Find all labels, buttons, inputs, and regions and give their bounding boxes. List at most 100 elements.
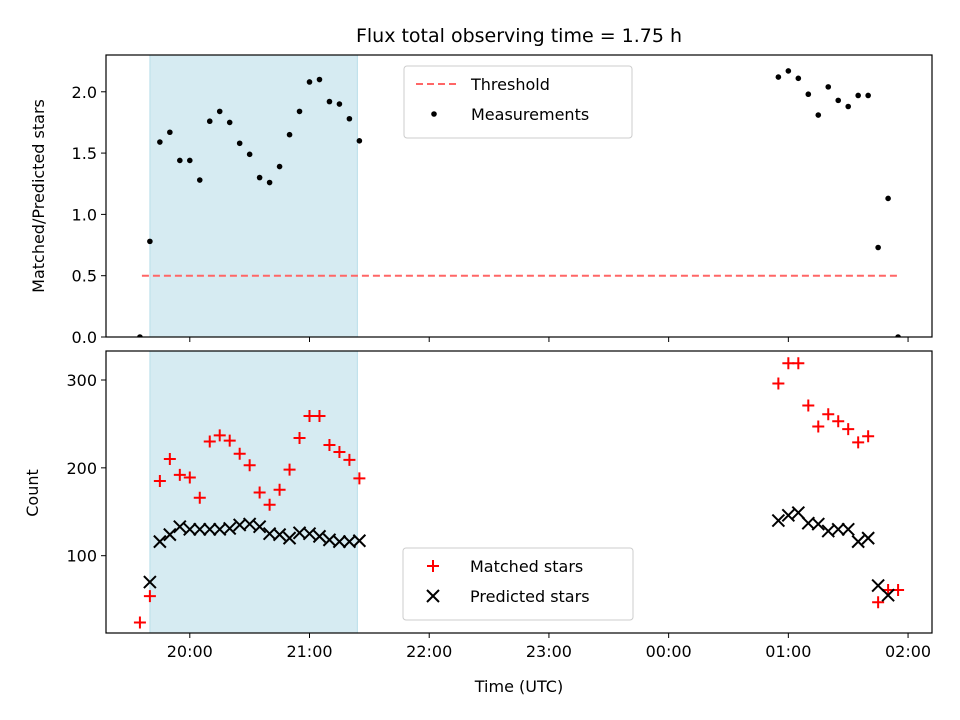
measurement-point — [795, 75, 802, 82]
matched-stars-point — [343, 453, 356, 466]
matched-stars-point — [872, 596, 885, 609]
predicted-stars-point — [242, 517, 257, 531]
measurement-point — [875, 244, 881, 251]
predicted-stars-point — [861, 531, 875, 545]
legend: Threshold Measurements — [403, 65, 633, 139]
predicted-stars-point — [791, 505, 806, 520]
predicted-stars-point — [811, 517, 825, 531]
matched-stars-point — [153, 475, 166, 488]
predicted-stars-point — [272, 527, 287, 542]
x-tick-label: 20:00 — [167, 642, 213, 661]
legend: Matched stars Predicted stars — [402, 547, 634, 621]
measurement-point — [296, 108, 303, 115]
predicted-stars-point — [153, 534, 167, 549]
measurement-point — [346, 115, 353, 122]
legend-label: Predicted stars — [470, 587, 590, 606]
predicted-stars-point — [282, 531, 297, 545]
measurement-point — [246, 151, 253, 158]
measurement-point — [326, 98, 333, 105]
matched-stars-point — [842, 423, 855, 436]
predicted-stars-point — [841, 522, 855, 537]
measurement-point — [306, 79, 313, 85]
predicted-stars-point — [771, 513, 786, 528]
measurement-point — [815, 112, 822, 118]
matched-stars-point — [862, 430, 875, 443]
measurement-point — [336, 101, 343, 107]
predicted-stars-point — [222, 521, 237, 536]
predicted-stars-point — [781, 508, 796, 522]
predicted-stars-point — [173, 519, 187, 534]
measurement-point — [825, 84, 832, 90]
shaded-interval — [149, 54, 358, 338]
legend-box — [403, 65, 633, 139]
matched-stars-point — [133, 616, 146, 629]
data-points — [137, 68, 901, 337]
matched-stars-point — [183, 471, 196, 484]
matched-stars-point — [792, 357, 805, 370]
matched-stars-point — [832, 415, 845, 428]
measurement-point — [805, 91, 812, 98]
matched-stars-point — [353, 472, 366, 485]
matched-stars-point — [143, 590, 156, 603]
matched-stars-point — [173, 468, 186, 481]
matched-stars-point — [233, 447, 246, 460]
measurement-point — [845, 103, 852, 110]
measurement-point — [216, 108, 223, 115]
matched-stars-point — [203, 435, 216, 448]
matched-stars-point — [283, 463, 296, 476]
measurement-point — [137, 334, 143, 337]
y-tick-label: 100 — [66, 547, 97, 566]
measurement-point — [885, 195, 891, 202]
measurement-point — [157, 139, 163, 145]
x-tick-label: 02:00 — [885, 642, 931, 661]
matched-stars-point — [313, 410, 326, 423]
x-tick-label: 21:00 — [286, 642, 332, 661]
predicted-stars-point — [193, 522, 207, 537]
matched-stars-point — [852, 436, 865, 449]
matched-stars-point — [223, 434, 236, 447]
measurement-point — [196, 177, 203, 183]
measurement-point — [356, 138, 363, 144]
matched-stars-point — [253, 486, 266, 499]
chart-title: Flux total observing time = 1.75 h — [356, 25, 682, 47]
y-tick-label: 2.0 — [72, 83, 97, 102]
measurement-point — [236, 140, 243, 147]
matched-stars-point — [822, 408, 835, 421]
measurement-point — [316, 76, 323, 83]
measurement-point — [147, 238, 153, 245]
matched-stars-point — [772, 377, 785, 390]
top-panel: 0.0 0.5 1.0 1.5 2.0 Threshold Measurements — [72, 54, 933, 347]
measurement-point — [206, 118, 213, 125]
matched-stars-point — [193, 491, 206, 504]
bottom-panel: 100 200 300 20:00 21:00 22:00 23:00 00:00 01:00 0… — [66, 350, 933, 661]
predicted-stars-point — [312, 529, 327, 544]
legend-label: Matched stars — [470, 557, 583, 576]
legend-label: Measurements — [471, 105, 589, 124]
matched-stars-point — [293, 431, 306, 444]
y-tick-label: 1.0 — [72, 205, 97, 224]
top-y-axis-label: Matched/Predicted stars — [29, 99, 48, 293]
x-tick-label: 01:00 — [765, 642, 811, 661]
measurement-point — [286, 131, 293, 138]
x-tick-label: 00:00 — [646, 642, 692, 661]
legend-dot-swatch — [431, 111, 437, 117]
matched-stars-point — [163, 453, 176, 466]
matched-stars-point — [273, 483, 286, 496]
measurement-point — [276, 163, 283, 170]
matched-stars-point — [812, 420, 825, 433]
predicted-stars-point — [881, 588, 895, 602]
y-tick-label: 1.5 — [72, 144, 97, 163]
measurement-point — [895, 334, 901, 337]
matched-stars-point — [802, 399, 815, 412]
measurement-point — [855, 92, 861, 99]
predicted-stars-point — [203, 522, 217, 537]
axes-frame — [105, 54, 933, 338]
predicted-stars-point — [143, 575, 157, 589]
measurement-point — [266, 179, 273, 186]
legend-plus-swatch — [427, 560, 439, 572]
measurement-point — [775, 74, 782, 80]
predicted-stars-point — [163, 527, 177, 542]
x-tick-label: 22:00 — [406, 642, 452, 661]
measurement-point — [186, 157, 193, 164]
legend-x-swatch — [426, 589, 440, 603]
